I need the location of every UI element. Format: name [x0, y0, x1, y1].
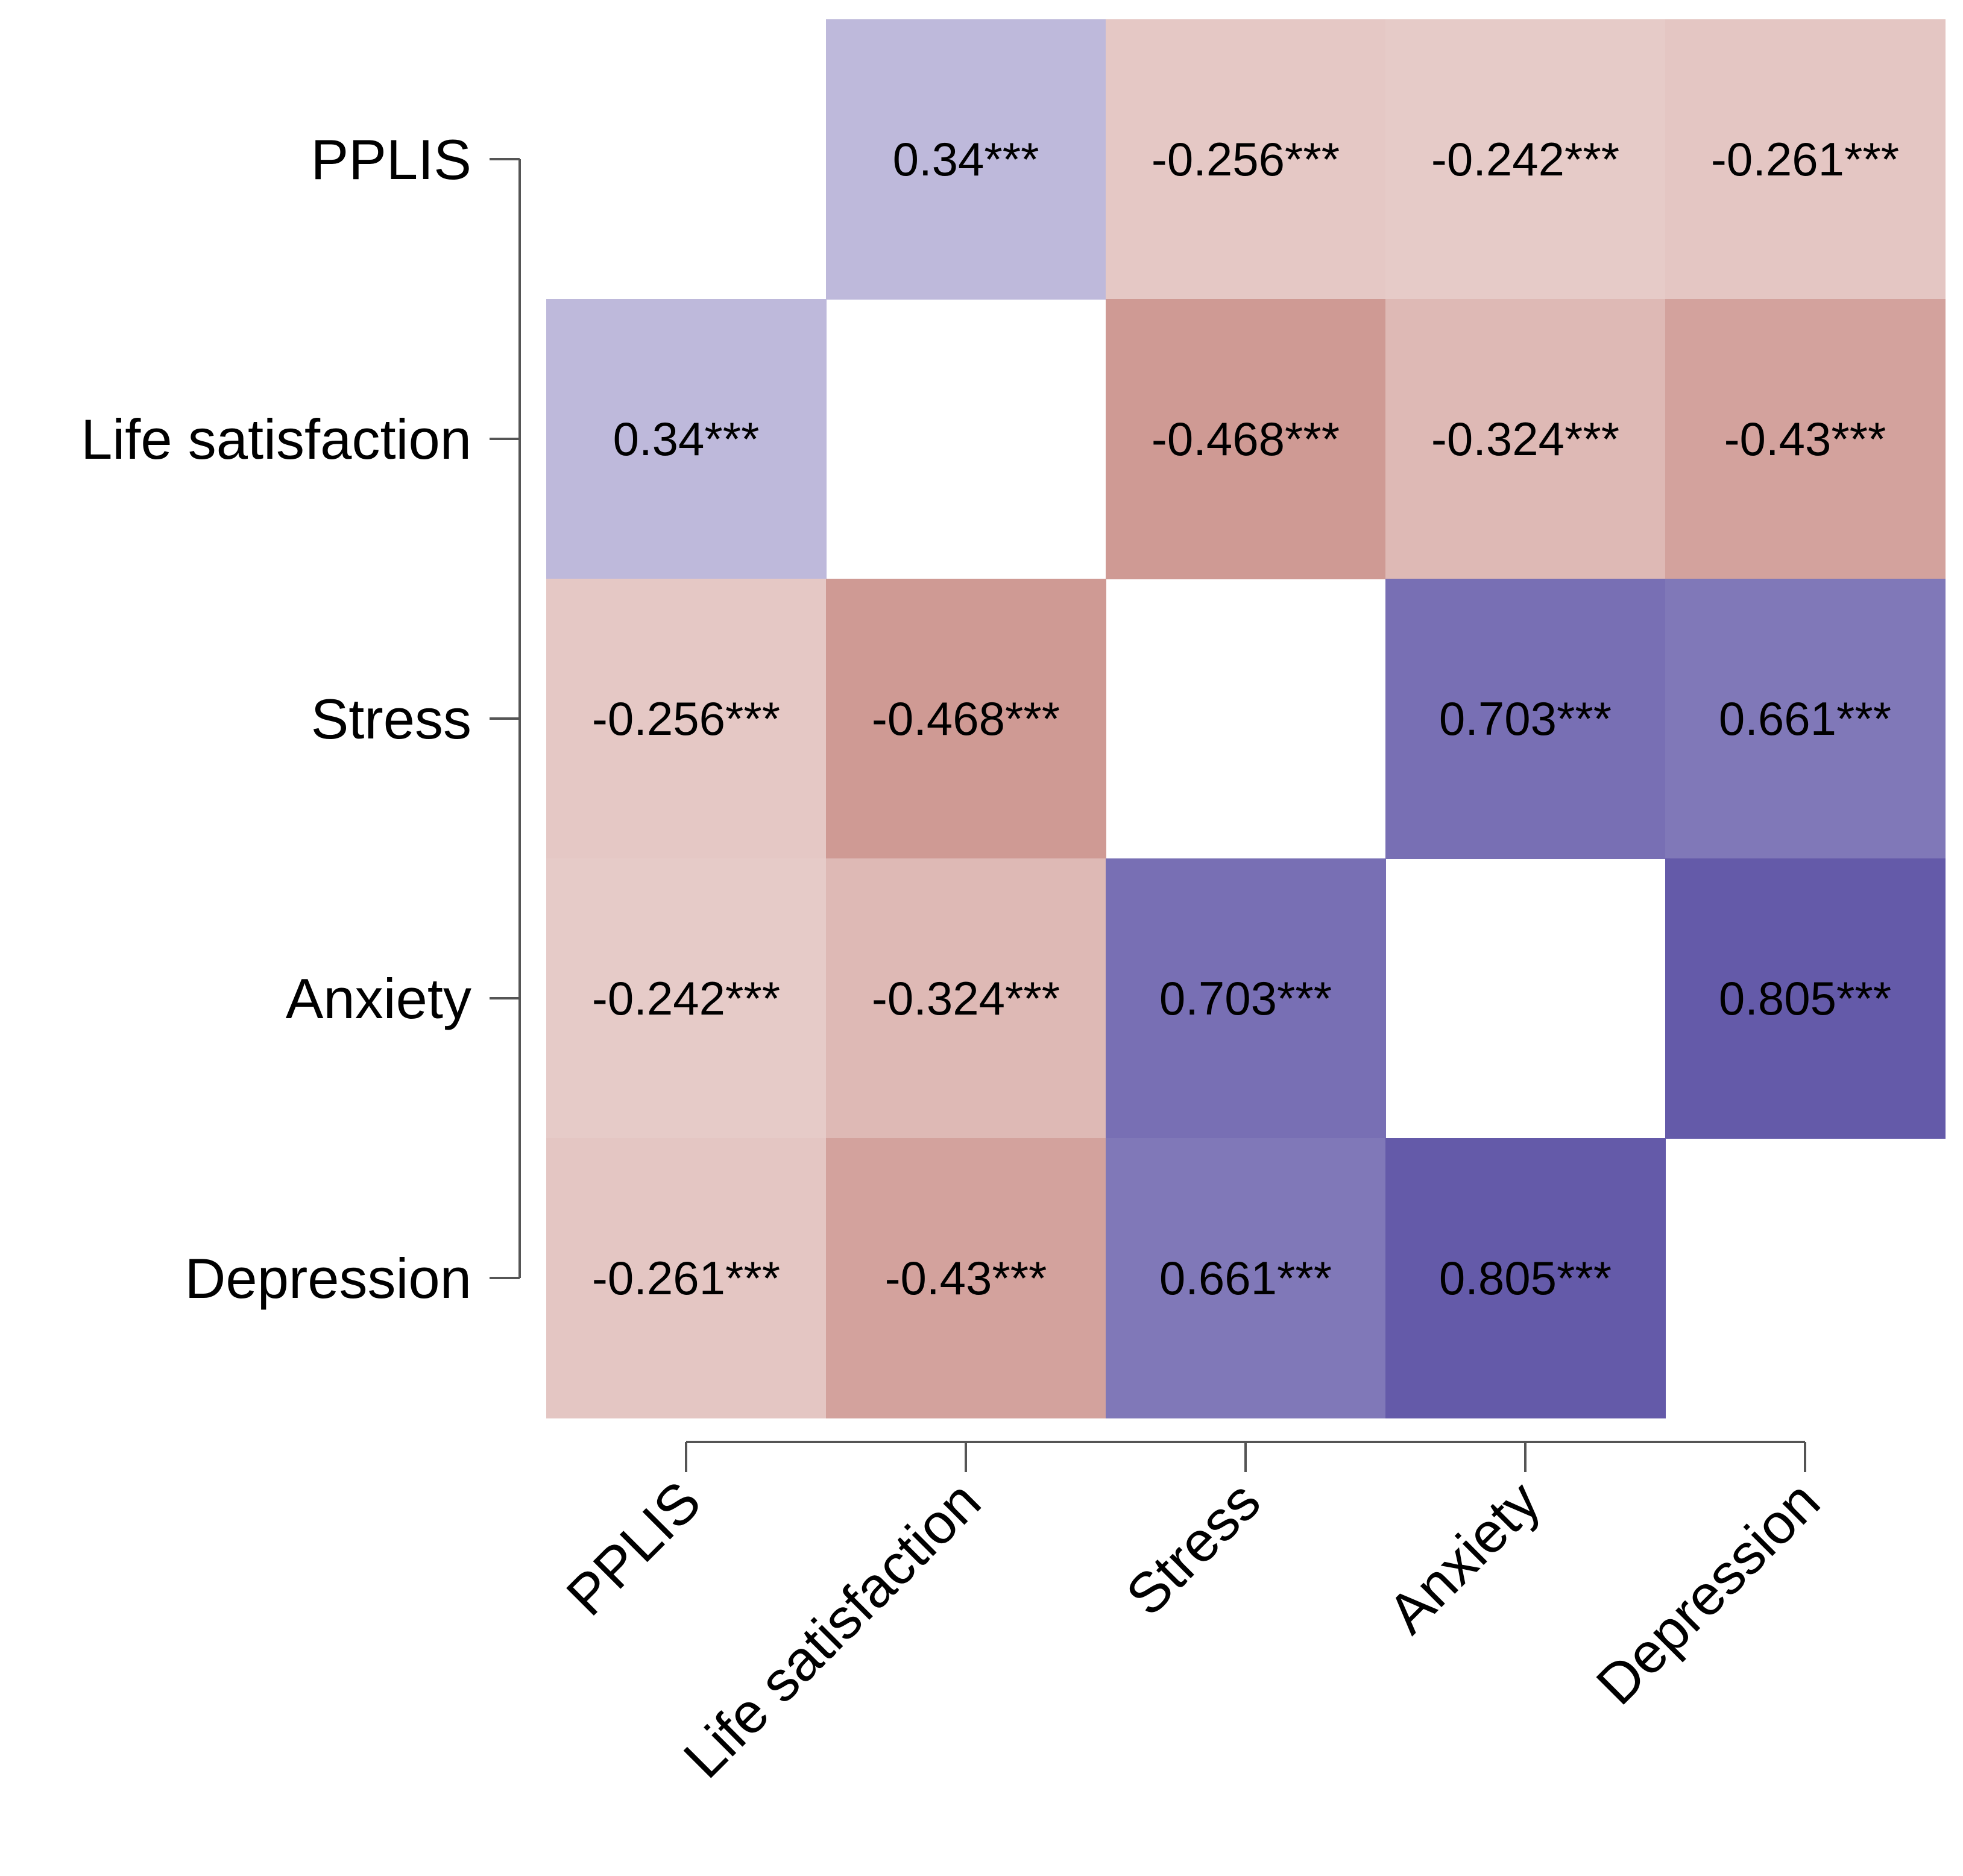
heatmap-cell-life-satisfaction-depression: [1665, 299, 1946, 579]
cell-label-anxiety-stress: 0.703***: [1159, 972, 1332, 1025]
heatmap-cell-labels: 0.34*** -0.256*** -0.242*** -0.261*** 0.34**…: [592, 133, 1899, 1305]
column-label-life-satisfaction: Life satisfaction: [672, 1469, 992, 1790]
heatmap-cell-depression-pplis: [546, 1138, 827, 1418]
cell-label-stress-depression: 0.661***: [1719, 692, 1891, 745]
cell-label-stress-life-satisfaction: -0.468***: [872, 692, 1060, 745]
heatmap-cell-life-satisfaction-anxiety: [1385, 299, 1666, 579]
heatmap-cell-pplis-stress: [1106, 19, 1386, 300]
cell-label-pplis-depression: -0.261***: [1711, 133, 1899, 186]
heatmap-cell-depression-anxiety: [1385, 1138, 1666, 1418]
cell-label-life-satisfaction-anxiety: -0.324***: [1431, 412, 1619, 465]
cell-label-anxiety-depression: 0.805***: [1719, 972, 1891, 1025]
column-label-depression: Depression: [1584, 1469, 1832, 1716]
cell-label-life-satisfaction-stress: -0.468***: [1152, 412, 1340, 465]
row-label-life-satisfaction: Life satisfaction: [81, 408, 471, 471]
heatmap-cell-stress-pplis: [546, 579, 827, 859]
cell-label-pplis-life-satisfaction: 0.34***: [893, 133, 1039, 186]
heatmap-cell-stress-anxiety: [1385, 579, 1666, 859]
column-label-stress: Stress: [1114, 1469, 1273, 1628]
row-axis: PPLIS Life satisfaction Stress Anxiety Depre…: [81, 128, 521, 1310]
cell-label-depression-pplis: -0.261***: [592, 1251, 780, 1305]
cell-label-stress-pplis: -0.256***: [592, 692, 780, 745]
row-label-stress: Stress: [311, 687, 471, 751]
heatmap-cell-anxiety-pplis: [546, 858, 827, 1139]
column-label-pplis: PPLIS: [554, 1469, 713, 1628]
heatmap-cell-life-satisfaction-pplis: [546, 299, 827, 579]
cell-label-life-satisfaction-pplis: 0.34***: [613, 412, 760, 465]
heatmap-cell-anxiety-life-satisfaction: [826, 858, 1106, 1139]
heatmap-cell-stress-depression: [1665, 579, 1946, 859]
heatmap-cell-pplis-anxiety: [1385, 19, 1666, 300]
cell-label-life-satisfaction-depression: -0.43***: [1724, 412, 1886, 465]
cell-label-anxiety-pplis: -0.242***: [592, 972, 780, 1025]
heatmap-cell-life-satisfaction-stress: [1106, 299, 1386, 579]
cell-label-stress-anxiety: 0.703***: [1439, 692, 1612, 745]
cell-label-depression-anxiety: 0.805***: [1439, 1251, 1612, 1305]
column-label-anxiety: Anxiety: [1376, 1469, 1552, 1645]
cell-label-depression-life-satisfaction: -0.43***: [885, 1251, 1047, 1305]
row-label-pplis: PPLIS: [311, 128, 472, 191]
row-label-anxiety: Anxiety: [286, 967, 471, 1030]
heatmap-cell-depression-stress: [1106, 1138, 1386, 1418]
cell-label-pplis-anxiety: -0.242***: [1431, 133, 1619, 186]
heatmap-cell-stress-life-satisfaction: [826, 579, 1106, 859]
heatmap-cell-anxiety-stress: [1106, 858, 1386, 1139]
heatmap-cell-anxiety-depression: [1665, 858, 1946, 1139]
heatmap-cell-pplis-life-satisfaction: [826, 19, 1106, 300]
heatmap-cell-depression-life-satisfaction: [826, 1138, 1106, 1418]
heatmap-cell-pplis-depression: [1665, 19, 1946, 300]
cell-label-depression-stress: 0.661***: [1159, 1251, 1332, 1305]
heatmap-cells: [546, 19, 1946, 1418]
cell-label-pplis-stress: -0.256***: [1152, 133, 1340, 186]
cell-label-anxiety-life-satisfaction: -0.324***: [872, 972, 1060, 1025]
row-label-depression: Depression: [185, 1247, 471, 1310]
